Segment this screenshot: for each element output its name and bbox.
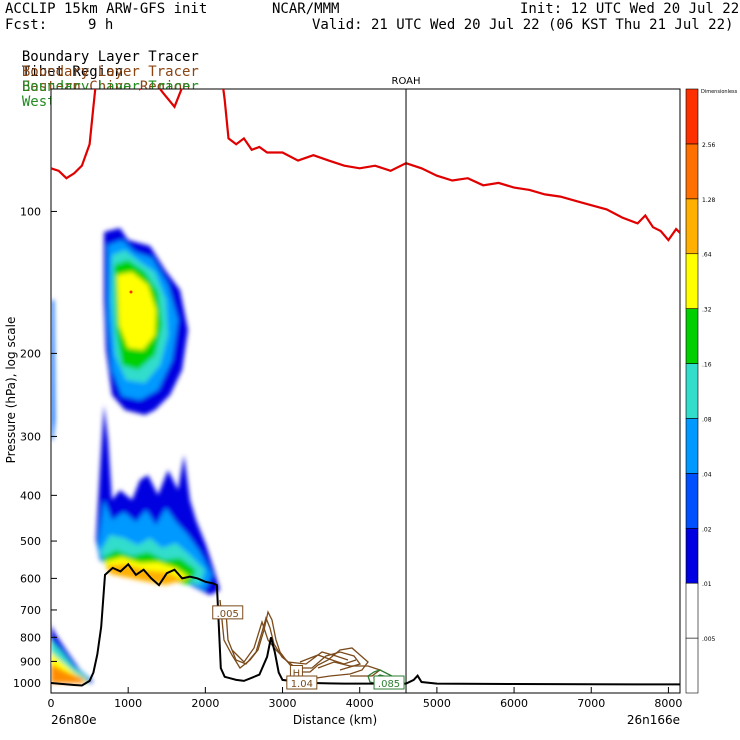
colorbar-level-9: 1.28 — [702, 197, 716, 204]
x-tick-label-7: 7000 — [577, 697, 605, 710]
china-contour-2 — [225, 611, 362, 671]
init-time: Init: 12 UTC Wed 20 Jul 22 — [520, 1, 740, 17]
contour-label-box-2 — [286, 675, 318, 690]
tibet-peak-marker — [129, 290, 133, 294]
colorbar-level-3: .02 — [702, 526, 712, 533]
forecast-hour: 9 h — [88, 17, 114, 33]
tibet-lower-plume-orange — [106, 564, 185, 585]
y-tick-label-4: 500 — [20, 535, 41, 548]
colorbar-level-5: .08 — [702, 416, 712, 423]
colorbar-level-1: .005 — [702, 636, 716, 643]
tracer-china-prefix: Boundary Layer Tracer — [21, 64, 199, 80]
colorbar-level-7: .32 — [702, 307, 712, 314]
colorbar-swatch-2 — [685, 527, 699, 584]
x-tick-label-5: 5000 — [423, 697, 451, 710]
y-tick-label-1: 200 — [20, 347, 41, 360]
contour-label-box-3 — [373, 675, 405, 690]
org-label: NCAR/MMM — [272, 1, 340, 17]
china-contour-4 — [299, 654, 357, 665]
colorbar-level-8: .64 — [702, 252, 712, 259]
start-location-label: 26n80e — [51, 713, 97, 727]
china-contour-3 — [231, 619, 349, 665]
contour-label-2: 1.04 — [291, 679, 313, 690]
y-tick-label-8: 900 — [20, 655, 41, 668]
colorbar-swatch-5 — [685, 363, 699, 419]
colorbar-swatch-7 — [685, 253, 699, 309]
tibet-upper-plume-yellow — [117, 272, 156, 350]
colorbar-swatch-9 — [685, 143, 699, 200]
y-tick-label-0: 100 — [20, 205, 41, 218]
contour-label-3: .085 — [378, 679, 400, 690]
colorbar-title: Dimensionless — [701, 89, 738, 95]
tibet-tracer-field — [51, 228, 220, 683]
x-tick-label-8: 8000 — [654, 697, 682, 710]
colorbar-swatch-4 — [685, 418, 699, 474]
tropopause-line — [51, 89, 680, 242]
colorbar: .005 .01 .02 .04 .08 .16 .32 .64 1.28 2.56 Dimensi… — [685, 88, 738, 694]
contour-label-box-0 — [212, 605, 244, 620]
colorbar-swatch-6 — [685, 308, 699, 364]
x-tick-label-0: 0 — [48, 697, 55, 710]
tibet-edge-strip — [51, 300, 55, 440]
colorbar-swatch-10 — [685, 88, 699, 145]
x-tick-label-6: 6000 — [500, 697, 528, 710]
tracer-tibet-legend: Boundary Layer Tracer Tibet Region — [5, 35, 199, 80]
model-title: ACCLIP 15km ARW-GFS init — [5, 1, 208, 17]
y-tick-label-6: 700 — [20, 604, 41, 617]
y-tick-label-7: 800 — [20, 631, 41, 644]
colorbar-swatch-8 — [685, 198, 699, 255]
tibet-bl-pool-orange — [51, 664, 84, 683]
x-tick-label-3: 3000 — [269, 697, 297, 710]
china-contour-5 — [317, 661, 382, 677]
contour-label-1: H — [293, 669, 301, 680]
y-tick-label-2: 300 — [20, 430, 41, 443]
colorbar-level-10: 2.56 — [702, 142, 716, 149]
tracer-tibet-region: Tibet Region — [21, 64, 124, 80]
y-tick-label-5: 600 — [20, 572, 41, 585]
colorbar-level-2: .01 — [702, 581, 712, 588]
y-tick-label-3: 400 — [20, 489, 41, 502]
forecast-label: Fcst: — [5, 17, 48, 33]
end-location-label: 26n166e — [627, 713, 680, 727]
x-tick-label-2: 2000 — [191, 697, 219, 710]
contour-label-group: .005 H1.04 .085 — [212, 605, 405, 690]
x-axis-title: Distance (km) — [293, 713, 377, 727]
colorbar-swatch-0 — [685, 637, 699, 694]
contour-label-0: .005 — [217, 609, 239, 620]
axes-group: 0 1000 2000 3000 4000 5000 6000 7000 8000 100 200 3… — [13, 205, 682, 710]
colorbar-swatch-1 — [685, 582, 699, 639]
valid-time: Valid: 21 UTC Wed 20 Jul 22 (06 KST Thu … — [312, 17, 734, 33]
colorbar-level-6: .16 — [702, 362, 712, 369]
colorbar-level-4: .04 — [702, 471, 712, 478]
y-axis-title: Pressure (hPa), log scale — [4, 317, 18, 464]
x-tick-label-4: 4000 — [346, 697, 374, 710]
colorbar-swatch-3 — [685, 473, 699, 529]
x-tick-label-1: 1000 — [114, 697, 142, 710]
tracer-tibet-prefix: Boundary Layer Tracer — [21, 49, 199, 65]
roah-marker-label: ROAH — [392, 76, 421, 87]
y-tick-label-9: 1000 — [13, 677, 41, 690]
